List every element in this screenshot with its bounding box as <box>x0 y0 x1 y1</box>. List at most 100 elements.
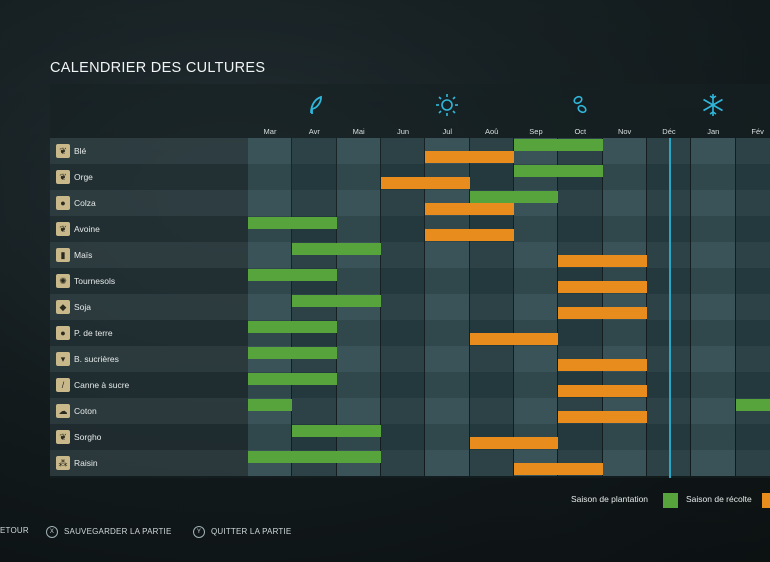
month-header: Mar <box>263 127 277 136</box>
sugarbeet-icon: ▾ <box>56 352 70 366</box>
calendar-cell <box>735 294 770 320</box>
calendar-cell <box>425 346 469 372</box>
crop-row-label: ❦ Avoine <box>50 216 248 242</box>
calendar-cell <box>248 190 292 216</box>
calendar-cell <box>380 242 425 268</box>
sorghum-icon: ❦ <box>56 430 70 444</box>
calendar-cell <box>646 346 691 372</box>
canola-icon: ● <box>56 196 70 210</box>
calendar-cell <box>735 138 770 164</box>
calendar-cell <box>735 216 770 242</box>
wheat-icon: ❦ <box>56 144 70 158</box>
planting-season-bar <box>469 191 559 203</box>
legend-plant-swatch <box>663 493 678 508</box>
sun-icon <box>436 94 458 116</box>
calendar-cell <box>513 216 558 242</box>
calendar-cell <box>602 190 646 216</box>
harvest-season-bar <box>558 307 647 319</box>
quit-game-button[interactable]: Y QUITTER LA PARTIE <box>193 526 291 538</box>
calendar-cell <box>292 190 336 216</box>
calendar-cell <box>691 398 735 424</box>
calendar-cell <box>292 138 336 164</box>
y-key-icon: Y <box>193 526 205 538</box>
calendar-cell <box>735 242 770 268</box>
calendar-cell <box>602 424 646 450</box>
calendar-cell <box>380 190 425 216</box>
planting-season-bar <box>248 321 337 333</box>
planting-season-bar <box>248 373 337 385</box>
crop-row-label: / Canne à sucre <box>50 372 248 398</box>
calendar-cell <box>691 216 735 242</box>
month-header: Aoû <box>484 127 499 136</box>
month-header: Nov <box>617 127 632 136</box>
calendar-cell <box>380 138 425 164</box>
calendar-cell <box>646 320 691 346</box>
calendar-cell <box>469 242 513 268</box>
crop-name: Blé <box>74 146 87 156</box>
cotton-icon: ☁ <box>56 404 70 418</box>
calendar-cell <box>558 216 602 242</box>
calendar-cell <box>336 216 380 242</box>
calendar-cell <box>336 346 380 372</box>
harvest-season-bar <box>425 203 514 215</box>
calendar-cell <box>691 294 735 320</box>
calendar-cell <box>380 216 425 242</box>
harvest-season-bar <box>558 359 647 371</box>
crop-row-label: ☁ Coton <box>50 398 248 424</box>
crop-name: B. sucrières <box>74 354 119 364</box>
calendar-cell <box>248 424 292 450</box>
calendar-cell <box>336 164 380 190</box>
month-header: Oct <box>574 127 587 136</box>
crop-row-label: ❦ Blé <box>50 138 248 164</box>
calendar-cell <box>425 372 469 398</box>
legend-harvest-label: Saison de récolte <box>686 494 752 504</box>
calendar-cell <box>691 346 735 372</box>
calendar-cell <box>469 398 513 424</box>
calendar-cell <box>380 398 425 424</box>
planting-season-bar <box>735 399 770 411</box>
planting-season-bar <box>248 269 337 281</box>
back-button[interactable]: ETOUR <box>0 526 29 535</box>
calendar-cell <box>336 372 380 398</box>
crop-name: Coton <box>74 406 97 416</box>
crop-name: Maïs <box>74 250 93 260</box>
potato-icon: ● <box>56 326 70 340</box>
grape-icon: ⁂ <box>56 456 70 470</box>
calendar-cell <box>691 268 735 294</box>
planting-season-bar <box>292 425 381 437</box>
calendar-cell <box>691 320 735 346</box>
calendar-cell <box>425 398 469 424</box>
month-header: Jan <box>707 127 720 136</box>
harvest-season-bar <box>513 463 603 475</box>
calendar-cell <box>735 424 770 450</box>
page-title: CALENDRIER DES CULTURES <box>50 60 266 76</box>
save-game-button[interactable]: X SAUVEGARDER LA PARTIE <box>46 526 172 538</box>
calendar-cell <box>602 164 646 190</box>
calendar-cell <box>691 372 735 398</box>
calendar-cell <box>292 164 336 190</box>
crop-row-label: ● P. de terre <box>50 320 248 346</box>
calendar-cell <box>735 372 770 398</box>
calendar-cell <box>336 398 380 424</box>
calendar-cell <box>513 346 558 372</box>
harvest-season-bar <box>425 151 514 163</box>
crop-name: Tournesols <box>74 276 116 286</box>
calendar-cell <box>735 268 770 294</box>
sugarcane-icon: / <box>56 378 70 392</box>
calendar-cell <box>646 372 691 398</box>
calendar-cell <box>469 372 513 398</box>
harvest-season-bar <box>558 385 647 397</box>
calendar-cell <box>469 164 513 190</box>
calendar-cell <box>469 346 513 372</box>
calendar-cell <box>336 268 380 294</box>
legend-harvest-swatch <box>762 493 770 508</box>
planting-season-bar <box>292 243 381 255</box>
legend-plant-label: Saison de plantation <box>571 494 649 504</box>
snowflake-icon <box>703 94 723 116</box>
calendar-cell <box>380 450 425 476</box>
calendar-cell <box>602 138 646 164</box>
calendar-cell <box>469 268 513 294</box>
calendar-cell <box>336 138 380 164</box>
calendar-cell <box>380 372 425 398</box>
planting-season-bar <box>248 217 337 229</box>
